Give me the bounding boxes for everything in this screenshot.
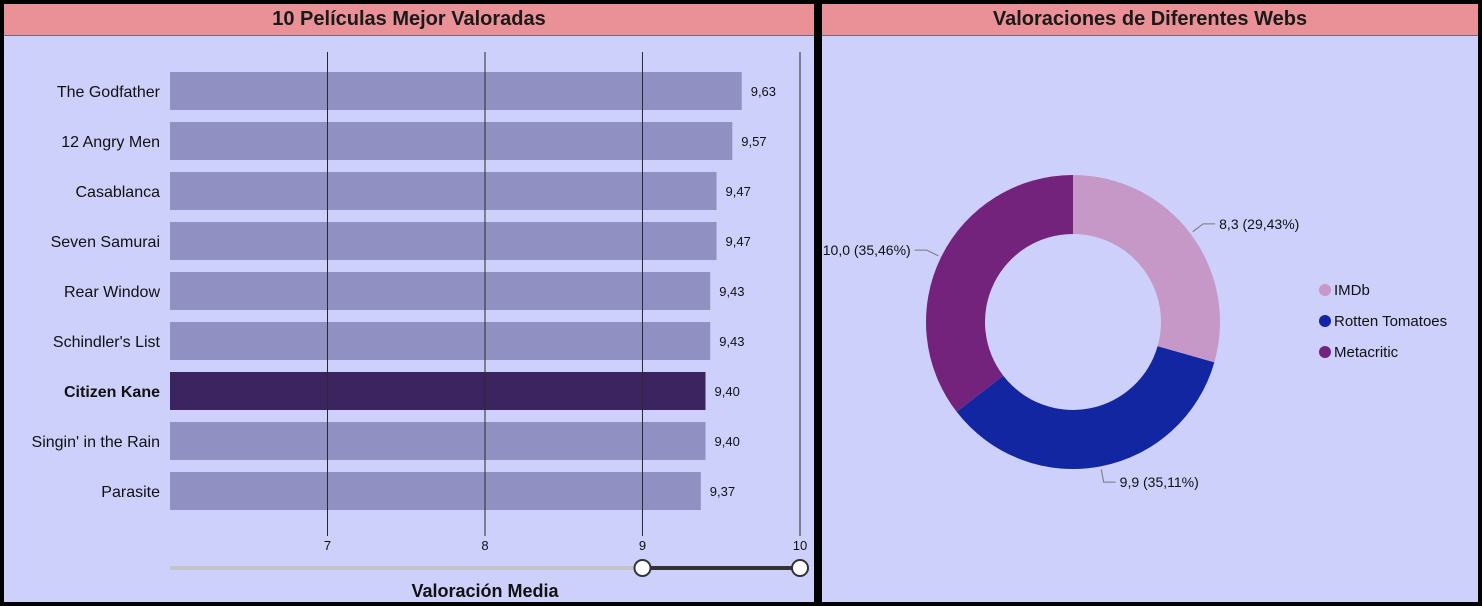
slider-handle-max[interactable] — [791, 559, 809, 577]
value-label: 9,40 — [715, 434, 740, 449]
tick-label: 10 — [793, 538, 807, 553]
leader-line — [914, 249, 939, 257]
legend-marker — [1319, 346, 1331, 358]
value-label: 9,63 — [751, 84, 776, 99]
x-axis-title: Valoración Media — [411, 581, 559, 601]
value-label: 9,43 — [719, 284, 744, 299]
value-label: 9,57 — [741, 134, 766, 149]
tick-label: 8 — [481, 538, 488, 553]
slice-metacritic[interactable] — [926, 175, 1073, 412]
leader-line — [1100, 469, 1116, 483]
bar-singin-in-the-rain[interactable] — [170, 422, 706, 460]
category-label: Schindler's List — [53, 334, 161, 351]
bar-chart-title: 10 Películas Mejor Valoradas — [4, 4, 814, 36]
value-label: 9,37 — [710, 484, 735, 499]
bar-schindler-s-list[interactable] — [170, 322, 711, 360]
category-label: Seven Samurai — [51, 234, 160, 251]
bar-citizen-kane[interactable] — [170, 372, 706, 410]
value-label: 9,43 — [719, 334, 744, 349]
legend-entry[interactable]: Rotten Tomatoes — [1334, 313, 1447, 330]
bar-seven-samurai[interactable] — [170, 222, 717, 260]
value-label: 9,40 — [715, 384, 740, 399]
slice-rotten-tomatoes[interactable] — [956, 346, 1215, 469]
category-label: Singin' in the Rain — [32, 434, 160, 451]
value-label: 9,47 — [726, 234, 751, 249]
donut-chart: 8,3 (29,43%) 9,9 (35,11%) 10,0 (35,46%) IMD… — [823, 175, 1447, 490]
slice-label: 10,0 (35,46%) — [823, 242, 911, 258]
category-label: 12 Angry Men — [61, 134, 160, 151]
slice-label: 9,9 (35,11%) — [1120, 474, 1199, 490]
bar-the-godfather[interactable] — [170, 72, 742, 110]
bar-parasite[interactable] — [170, 472, 701, 510]
slice-imdb[interactable] — [1073, 175, 1220, 363]
bar-rear-window[interactable] — [170, 272, 711, 310]
slider-handle-min[interactable] — [633, 559, 652, 577]
tick-label: 9 — [639, 538, 646, 553]
category-label: Casablanca — [76, 184, 161, 201]
bar-chart-panel: 10 Películas Mejor Valoradas The Godfath… — [2, 2, 816, 604]
legend-marker — [1319, 315, 1331, 327]
bar-12-angry-men[interactable] — [170, 122, 733, 160]
donut-chart-panel: Valoraciones de Diferentes Webs 8,3 (29,… — [820, 2, 1480, 604]
legend-entry[interactable]: IMDb — [1334, 282, 1370, 299]
legend-entry[interactable]: Metacritic — [1334, 344, 1399, 361]
tick-label: 7 — [324, 538, 331, 553]
category-label: Parasite — [101, 484, 160, 501]
leader-line — [1192, 223, 1216, 233]
slice-label: 8,3 (29,43%) — [1219, 216, 1299, 232]
value-label: 9,47 — [726, 184, 751, 199]
category-label: Rear Window — [64, 284, 160, 301]
legend-marker — [1319, 284, 1331, 296]
category-label: Citizen Kane — [64, 384, 160, 401]
bar-chart: The Godfather 9,63 12 Angry Men 9,57 Casabla… — [32, 52, 809, 601]
category-label: The Godfather — [57, 84, 161, 101]
bar-casablanca[interactable] — [170, 172, 717, 210]
donut-chart-title: Valoraciones de Diferentes Webs — [822, 4, 1478, 36]
